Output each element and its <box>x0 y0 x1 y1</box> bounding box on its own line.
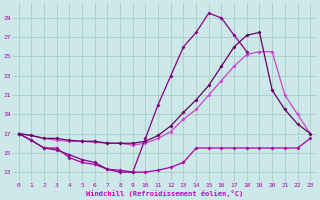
X-axis label: Windchill (Refroidissement éolien,°C): Windchill (Refroidissement éolien,°C) <box>86 190 243 197</box>
